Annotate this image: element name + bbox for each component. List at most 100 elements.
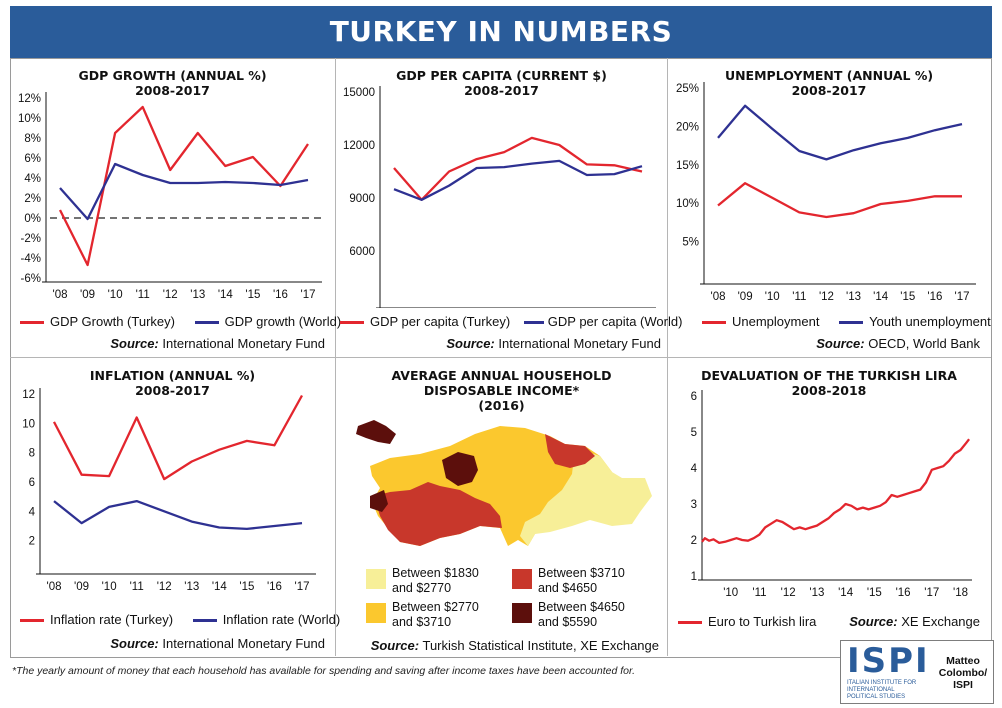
y-tick-label: 4 <box>29 506 36 518</box>
legend-item-world: GDP growth (World) <box>194 314 342 329</box>
legend-item-world: Inflation rate (World) <box>192 612 341 627</box>
panel-subtitle: 2008-2017 <box>135 383 210 398</box>
map-legend-item: Between $4650 and $5590 <box>512 600 652 630</box>
chart-legend: GDP per capita (Turkey) GDP per capita (… <box>340 314 682 329</box>
legend-item-euro-lira: Euro to Turkish lira <box>678 614 816 629</box>
legend-label: Youth unemployment <box>869 314 991 329</box>
x-tick-label: '11 <box>792 291 806 303</box>
series-line-gdp-per-capita-world- <box>393 159 643 201</box>
author-credit: Matteo Colombo/ ISPI <box>938 655 988 691</box>
legend-label: GDP per capita (World) <box>547 314 683 329</box>
legend-label: GDP Growth (Turkey) <box>50 314 175 329</box>
chart-legend: Inflation rate (Turkey) Inflation rate (… <box>20 612 340 627</box>
y-tick-label: 10% <box>18 113 41 125</box>
dashboard-frame <box>10 58 992 658</box>
x-tick-label: '15 <box>239 581 254 593</box>
logo-subtitle: ITALIAN INSTITUTE FOR INTERNATIONAL POLI… <box>847 680 917 700</box>
legend-label: Between $2770 and $3710 <box>392 600 479 629</box>
y-tick-label: 0% <box>24 213 41 225</box>
y-tick-label: 12 <box>22 389 35 401</box>
x-tick-label: '10 <box>723 587 738 599</box>
y-tick-label: 5 <box>691 427 697 439</box>
panel-title: AVERAGE ANNUAL HOUSEHOLD <box>391 368 612 383</box>
x-tick-label: '12 <box>163 289 178 301</box>
x-tick-label: '15 <box>245 289 260 301</box>
x-tick-label: '14 <box>873 291 889 303</box>
y-tick-label: 15000 <box>343 87 375 99</box>
source-text: OECD, World Bank <box>868 336 980 351</box>
legend-item-youth: Youth unemployment <box>839 314 991 329</box>
legend-label: Inflation rate (Turkey) <box>50 612 174 627</box>
map-region-izmir <box>370 490 388 512</box>
ispi-logo: ISPI ITALIAN INSTITUTE FOR INTERNATIONAL… <box>840 640 994 704</box>
map-region-ankara <box>442 452 478 486</box>
series-line-youth-unemployment <box>717 104 963 161</box>
y-tick-label: 6% <box>24 153 41 165</box>
chart-legend: GDP Growth (Turkey) GDP growth (World) <box>20 314 357 329</box>
x-tick-label: '17 <box>924 587 939 599</box>
logo-wordmark: ISPI <box>847 641 930 681</box>
map-region-southwest <box>374 482 502 546</box>
panel-title: UNEMPLOYMENT (ANNUAL %) <box>724 68 934 83</box>
legend-swatch <box>366 569 386 589</box>
series-line-gdp-growth-turkey- <box>58 105 309 267</box>
x-tick-label: '13 <box>846 291 861 303</box>
panel-subtitle: (2016) <box>478 398 525 413</box>
source-label: Source: <box>849 614 898 629</box>
series-line-inflation-rate-world- <box>53 499 303 531</box>
series-line-inflation-rate-turkey- <box>52 394 304 481</box>
source-text: International Monetary Fund <box>162 336 325 351</box>
source-note: Source: OECD, World Bank <box>816 336 980 351</box>
x-tick-label: '16 <box>267 581 282 593</box>
y-tick-label: 4% <box>24 173 41 185</box>
y-tick-label: -4% <box>21 253 41 265</box>
legend-label: Inflation rate (World) <box>222 612 341 627</box>
y-tick-label: 12% <box>18 93 41 105</box>
x-tick-label: '13 <box>190 289 205 301</box>
x-tick-label: '17 <box>295 581 310 593</box>
panel-title: GDP PER CAPITA (CURRENT $) <box>396 68 607 83</box>
unemployment-panel: UNEMPLOYMENT (ANNUAL %) 2008-2017 25% 20%… <box>668 58 991 357</box>
source-note: Source: International Monetary Fund <box>110 636 325 651</box>
map-region-east <box>520 448 652 546</box>
map-legend-item: Between $1830 and $2770 <box>366 566 506 596</box>
source-text: XE Exchange <box>901 614 980 629</box>
x-tick-label: '11 <box>752 587 766 599</box>
x-tick-label: '10 <box>765 291 780 303</box>
footnote: *The yearly amount of money that each ho… <box>12 665 636 677</box>
source-text: International Monetary Fund <box>498 336 661 351</box>
y-tick-label: 5% <box>682 237 699 249</box>
x-tick-label: '13 <box>184 581 199 593</box>
x-tick-label: '09 <box>738 291 753 303</box>
legend-label: Between $3710 and $4650 <box>538 566 625 595</box>
source-note: Source: XE Exchange <box>849 614 980 629</box>
y-tick-label: 2 <box>691 535 697 547</box>
x-tick-label: '13 <box>809 587 824 599</box>
y-tick-label: 25% <box>676 83 699 95</box>
unemployment-chart: 25% 20% 15% 10% 5% '08 '09 '10 '11 '12 '13 '14 '15 '1… <box>676 82 976 303</box>
map-legend-item: Between $2770 and $3710 <box>366 600 506 630</box>
x-tick-label: '11 <box>130 581 144 593</box>
page-title: TURKEY IN NUMBERS <box>10 6 992 58</box>
source-note: Source: Turkish Statistical Institute, X… <box>371 638 659 653</box>
y-tick-label: -2% <box>21 233 41 245</box>
x-tick-label: '16 <box>896 587 911 599</box>
x-tick-label: '15 <box>900 291 915 303</box>
legend-label: GDP growth (World) <box>224 314 342 329</box>
x-tick-label: '11 <box>136 289 150 301</box>
y-tick-label: 1 <box>691 571 697 583</box>
x-tick-label: '17 <box>955 291 970 303</box>
legend-item-turkey: GDP Growth (Turkey) <box>20 314 175 329</box>
y-tick-label: 3 <box>691 499 697 511</box>
panel-subtitle: 2008-2017 <box>464 83 539 98</box>
y-tick-label: 8 <box>29 448 35 460</box>
legend-swatch <box>366 603 386 623</box>
y-tick-label: 10% <box>676 198 699 210</box>
source-label: Source: <box>110 336 159 351</box>
y-tick-label: -6% <box>21 273 41 285</box>
y-tick-label: 6 <box>691 391 697 403</box>
x-tick-label: '08 <box>53 289 68 301</box>
series-line-euro-to-turkish-lira <box>701 438 971 545</box>
x-tick-label: '15 <box>867 587 882 599</box>
legend-swatch <box>512 603 532 623</box>
